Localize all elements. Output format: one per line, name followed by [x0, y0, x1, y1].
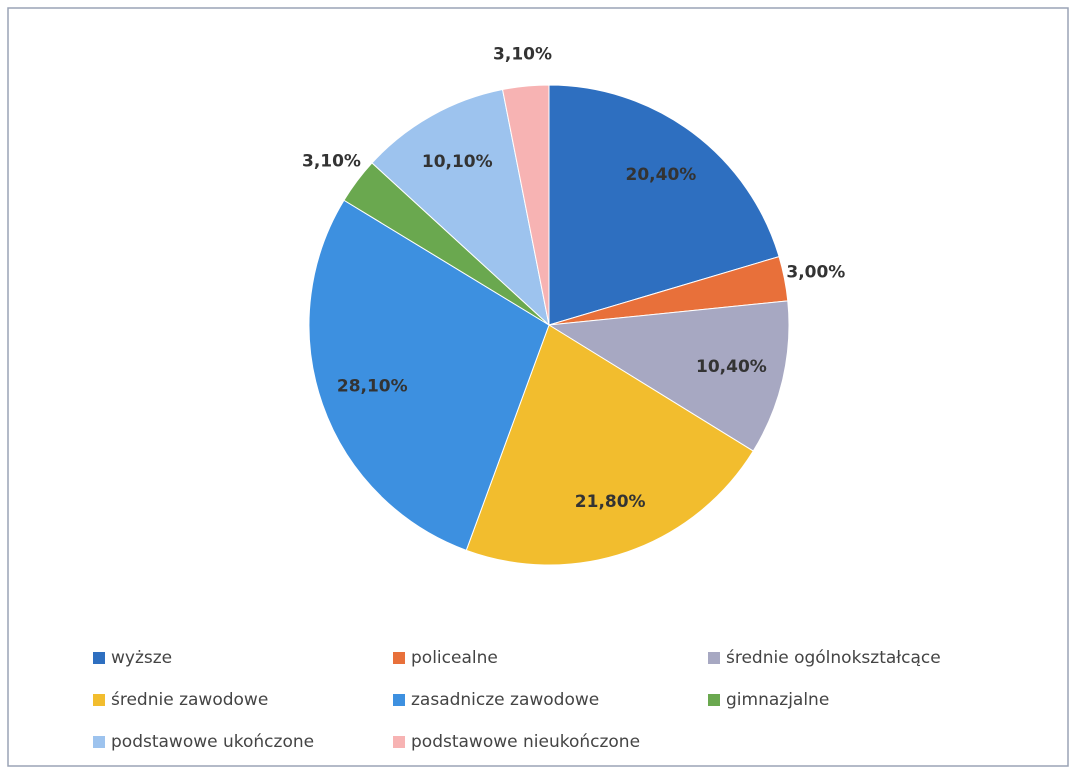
data-label: 10,10%	[422, 152, 493, 172]
legend-swatch	[93, 652, 105, 664]
legend-label: średnie zawodowe	[111, 690, 268, 710]
legend-label: podstawowe ukończone	[111, 732, 314, 752]
data-label: 3,00%	[786, 262, 845, 282]
legend-swatch	[393, 736, 405, 748]
pie-slice	[548, 84, 780, 326]
legend-swatch	[393, 694, 405, 706]
legend-label: zasadnicze zawodowe	[411, 690, 599, 710]
legend-swatch	[393, 652, 405, 664]
legend-label: średnie ogólnokształcące	[726, 648, 941, 668]
legend-swatch	[93, 736, 105, 748]
legend-label: policealne	[411, 648, 498, 668]
pie-slice	[547, 300, 790, 452]
legend-swatch	[708, 694, 720, 706]
legend-swatch	[93, 694, 105, 706]
pie-slice	[371, 88, 550, 327]
data-label: 21,80%	[575, 492, 646, 512]
data-label: 10,40%	[696, 357, 767, 377]
pie-slice	[465, 324, 754, 566]
pie-slice	[501, 84, 550, 326]
legend-label: wyższe	[111, 648, 172, 668]
data-label: 28,10%	[337, 377, 408, 397]
legend-label: podstawowe nieukończone	[411, 732, 640, 752]
data-label: 20,40%	[626, 165, 697, 185]
data-label: 3,10%	[302, 152, 361, 172]
legend-label: gimnazjalne	[726, 690, 829, 710]
data-label: 3,10%	[493, 44, 552, 64]
pie-slice	[308, 199, 550, 551]
legend-swatch	[708, 652, 720, 664]
